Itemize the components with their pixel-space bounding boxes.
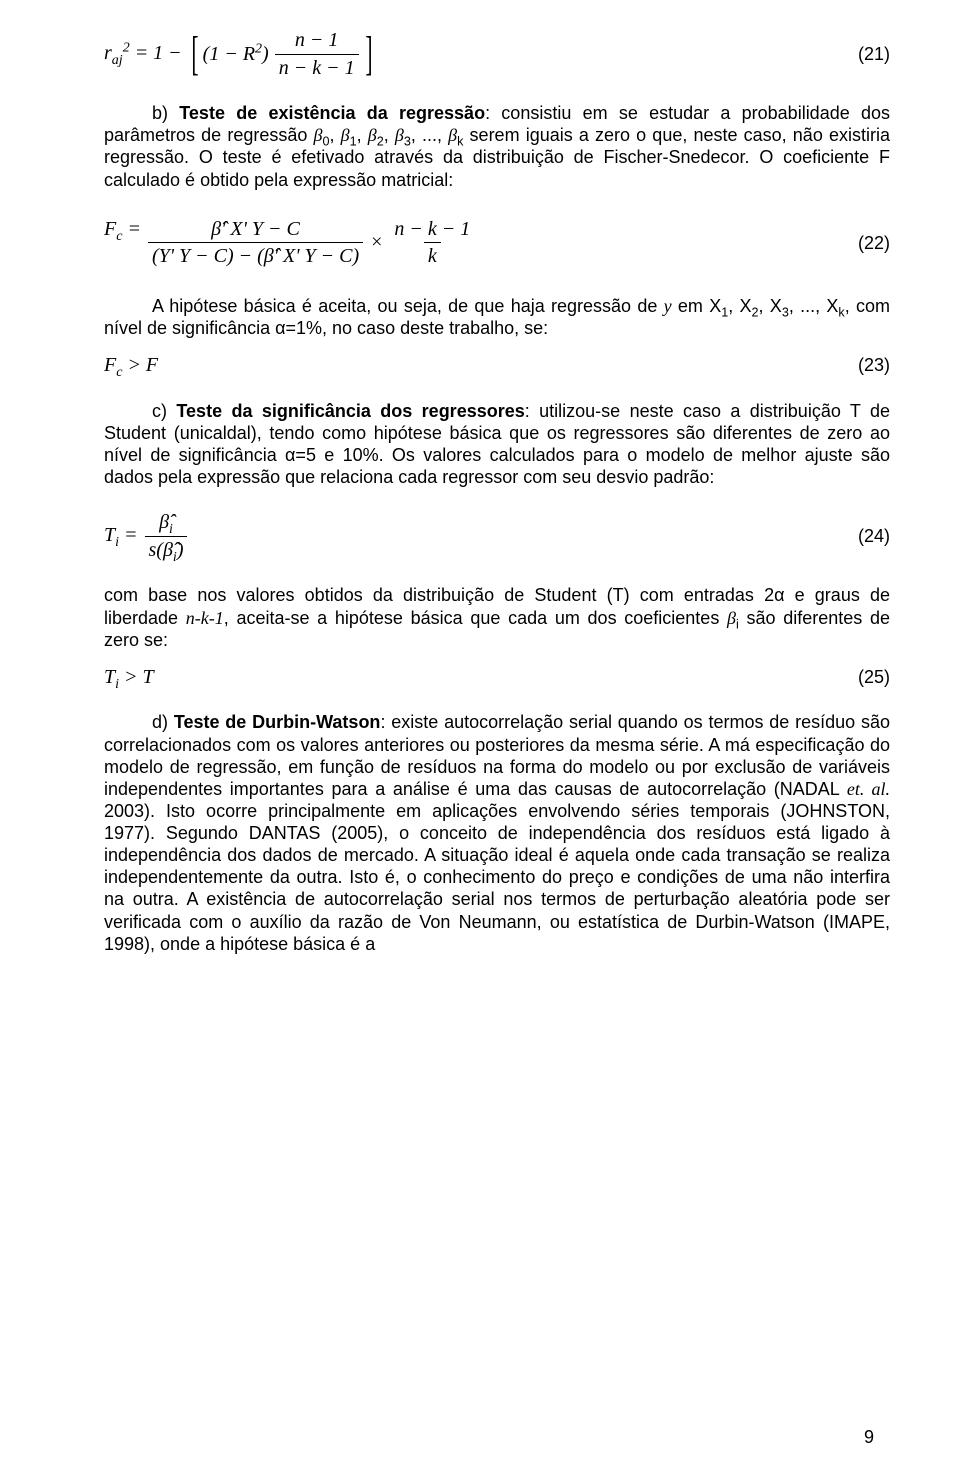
eq24-num: β̂i <box>155 510 177 536</box>
eq25-number: (25) <box>858 666 890 688</box>
paragraph-b: b) Teste de existência da regressão: con… <box>104 102 890 191</box>
equation-25: Ti > T <box>104 665 154 690</box>
eq22-small-num: n − k − 1 <box>390 217 474 243</box>
eq24-fraction: β̂i s(β̂i) <box>145 510 188 562</box>
eq24-number: (24) <box>858 525 890 547</box>
eq21-fraction: n − 1 n − k − 1 <box>275 28 359 80</box>
eq22-lhs: Fc = <box>104 218 146 240</box>
eq24-lhs: Ti = <box>104 524 143 546</box>
paragraph-c: c) Teste da significância dos regressore… <box>104 400 890 489</box>
eq22-number: (22) <box>858 232 890 254</box>
eq23-number: (23) <box>858 354 890 376</box>
equation-25-row: Ti > T (25) <box>104 665 890 690</box>
equation-24-row: Ti = β̂i s(β̂i) (24) <box>104 510 890 562</box>
eq22-small-fraction: n − k − 1 k <box>390 217 474 269</box>
eq21-inner-left: (1 − R2) <box>203 42 269 67</box>
eq21-bracket: [ (1 − R2) n − 1 n − k − 1 ] <box>187 28 377 80</box>
paragraph-after-22: A hipótese básica é aceita, ou seja, de … <box>104 295 890 339</box>
eq22-main-num: β̂' X' Y − C <box>207 217 304 243</box>
equation-24: Ti = β̂i s(β̂i) <box>104 510 189 562</box>
paragraph-d: d) Teste de Durbin-Watson: existe autoco… <box>104 711 890 954</box>
eq21-frac-den: n − k − 1 <box>275 54 359 81</box>
equation-22-row: Fc = β̂' X' Y − C (Y' Y − C) − (β̂' X' Y… <box>104 217 890 269</box>
equation-23-row: Fc > F (23) <box>104 353 890 378</box>
equation-22: Fc = β̂' X' Y − C (Y' Y − C) − (β̂' X' Y… <box>104 217 476 269</box>
page-number: 9 <box>864 1426 874 1448</box>
eq22-main-den: (Y' Y − C) − (β̂' X' Y − C) <box>148 242 363 269</box>
eq21-number: (21) <box>858 43 890 65</box>
paragraph-after-24: com base nos valores obtidos da distribu… <box>104 584 890 650</box>
page: raj2 = 1 − [ (1 − R2) n − 1 n − k − 1 ] … <box>0 0 960 1476</box>
eq24-den: s(β̂i) <box>145 536 188 563</box>
eq21-frac-num: n − 1 <box>291 28 343 54</box>
eq22-small-den: k <box>424 242 441 269</box>
eq22-main-fraction: β̂' X' Y − C (Y' Y − C) − (β̂' X' Y − C) <box>148 217 363 269</box>
equation-23: Fc > F <box>104 353 158 378</box>
eq21-lhs: raj2 = 1 − <box>104 42 187 64</box>
equation-21-row: raj2 = 1 − [ (1 − R2) n − 1 n − k − 1 ] … <box>104 28 890 80</box>
equation-21: raj2 = 1 − [ (1 − R2) n − 1 n − k − 1 ] <box>104 28 377 80</box>
